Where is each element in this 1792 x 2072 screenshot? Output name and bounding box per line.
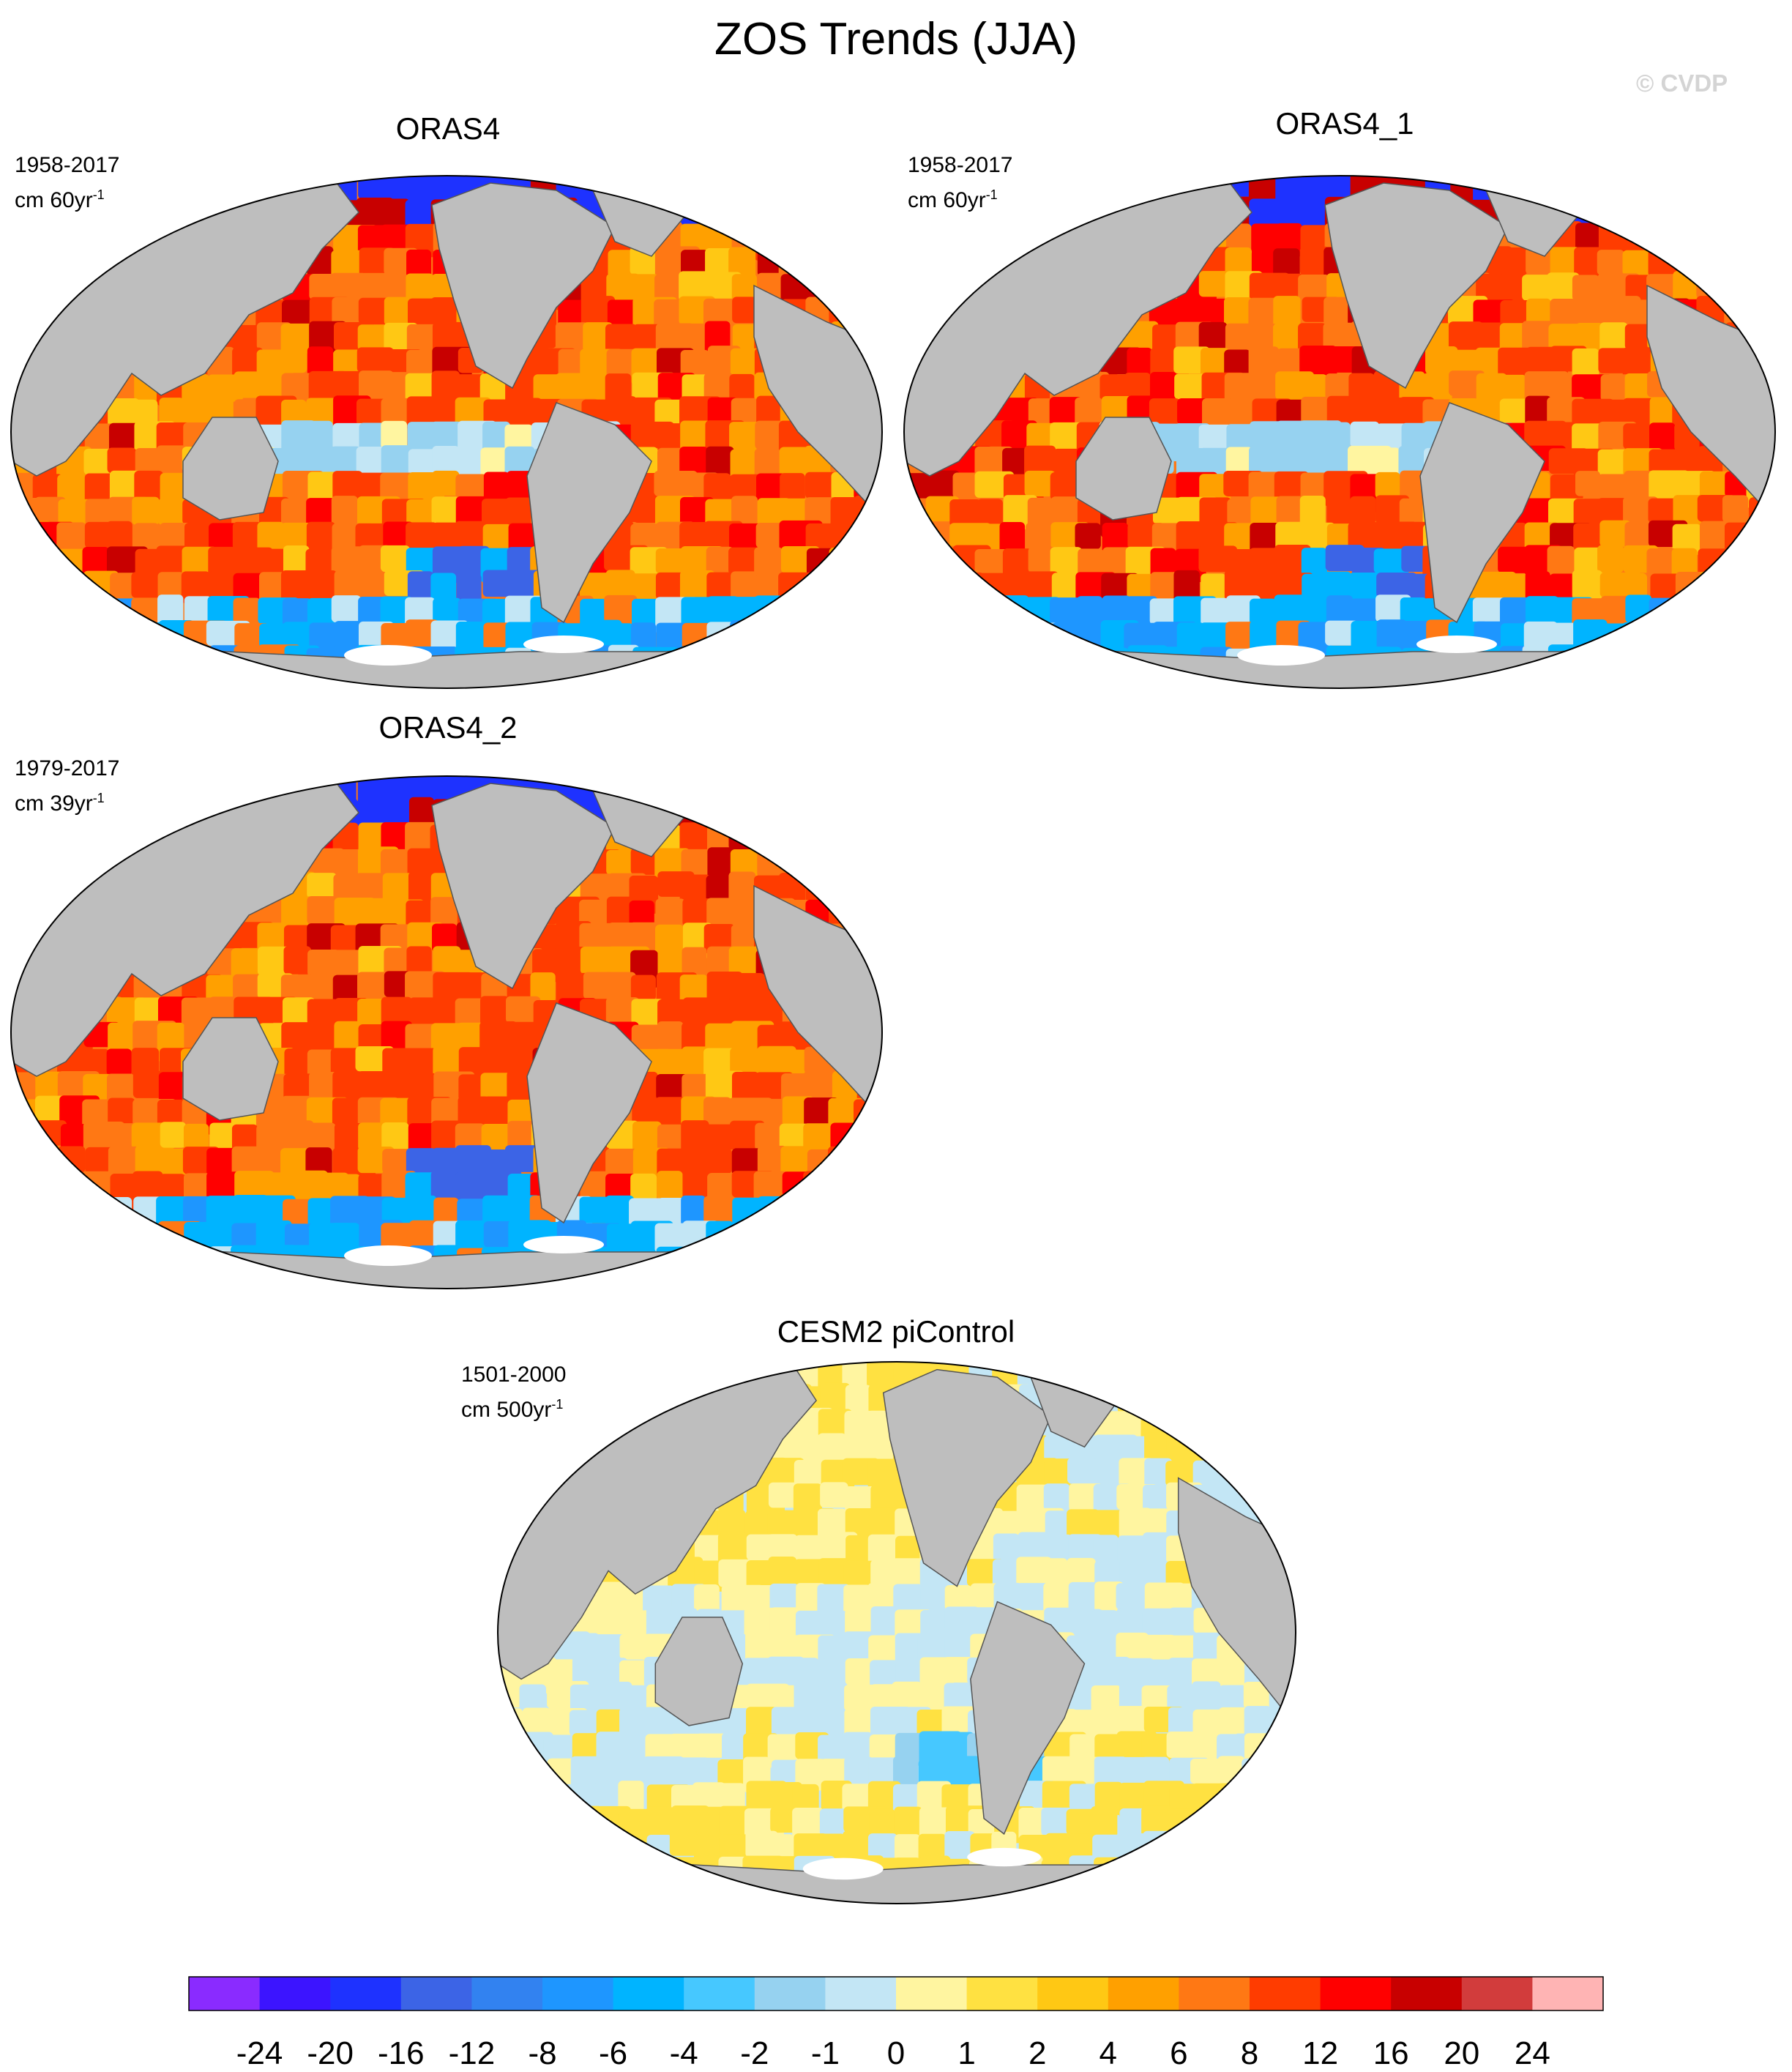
- panel-meta-cesm2-picontrol: 1501-2000 cm 500yr-1: [461, 1360, 566, 1425]
- colorbar-swatch: [1037, 1977, 1109, 2010]
- colorbar-tick-label: 24: [1514, 2035, 1550, 2071]
- panel-meta-oras4: 1958-2017 cm 60yr-1: [15, 151, 119, 215]
- colorbar-swatch: [259, 1977, 331, 2010]
- colorbar-swatch: [1320, 1977, 1392, 2010]
- colorbar-swatch: [684, 1977, 755, 2010]
- figure-title: ZOS Trends (JJA): [714, 14, 1078, 64]
- colorbar-swatch: [1391, 1977, 1463, 2010]
- colorbar-swatch: [542, 1977, 614, 2010]
- units-label: cm 500yr-1: [461, 1397, 564, 1422]
- colorbar-tick-label: 20: [1444, 2035, 1480, 2071]
- colorbar-swatch: [189, 1977, 261, 2010]
- period-label: 1958-2017: [908, 153, 1013, 177]
- colorbar-tick-label: -6: [599, 2035, 628, 2071]
- panel-title-oras4-1: ORAS4_1: [1275, 106, 1414, 141]
- colorbar-swatch: [330, 1977, 402, 2010]
- period-label: 1979-2017: [15, 756, 120, 780]
- colorbar-swatch: [471, 1977, 543, 2010]
- units-label: cm 60yr-1: [15, 187, 105, 212]
- colorbar-tick-label: 12: [1302, 2035, 1339, 2071]
- units-label: cm 39yr-1: [15, 791, 105, 816]
- colorbar-swatch: [1108, 1977, 1179, 2010]
- colorbar-tick-label: 0: [886, 2035, 906, 2071]
- colorbar-tick-label: -1: [810, 2035, 840, 2071]
- colorbar-tick-label: -24: [236, 2035, 283, 2071]
- colorbar-swatch: [1179, 1977, 1250, 2010]
- colorbar-tick-label: 2: [1028, 2035, 1047, 2071]
- colorbar-swatch: [1532, 1977, 1604, 2010]
- colorbar-tick-label: 16: [1373, 2035, 1409, 2071]
- colorbar-swatch: [613, 1977, 684, 2010]
- colorbar-tick-label: -8: [528, 2035, 557, 2071]
- colorbar-tick-label: -16: [378, 2035, 425, 2071]
- cvdp-watermark: © CVDP: [1636, 70, 1728, 97]
- panel-title-cesm2-picontrol: CESM2 piControl: [777, 1314, 1015, 1349]
- panel-meta-oras4-2: 1979-2017 cm 39yr-1: [15, 754, 119, 819]
- colorbar-tick-label: -12: [448, 2035, 496, 2071]
- panel-meta-oras4-1: 1958-2017 cm 60yr-1: [908, 151, 1012, 215]
- colorbar-tick-label: 8: [1240, 2035, 1259, 2071]
- colorbar-swatch: [896, 1977, 968, 2010]
- colorbar-swatch: [966, 1977, 1038, 2010]
- units-label: cm 60yr-1: [908, 187, 998, 212]
- colorbar-tick-label: -2: [740, 2035, 769, 2071]
- period-label: 1958-2017: [15, 153, 120, 177]
- period-label: 1501-2000: [461, 1363, 567, 1387]
- colorbar-swatch: [1461, 1977, 1533, 2010]
- colorbar-swatch: [825, 1977, 897, 2010]
- colorbar-swatch: [400, 1977, 472, 2010]
- colorbar-tick-label: 6: [1170, 2035, 1188, 2071]
- panel-title-oras4: ORAS4: [395, 111, 501, 146]
- colorbar-tick-label: 1: [957, 2035, 976, 2071]
- colorbar-swatch: [1250, 1977, 1321, 2010]
- panel-title-oras4-2: ORAS4_2: [378, 710, 518, 745]
- colorbar-tick-label: -4: [669, 2035, 698, 2071]
- colorbar-tick-label: 4: [1099, 2035, 1118, 2071]
- colorbar-swatch: [754, 1977, 826, 2010]
- colorbar-tick-label: -20: [307, 2035, 354, 2071]
